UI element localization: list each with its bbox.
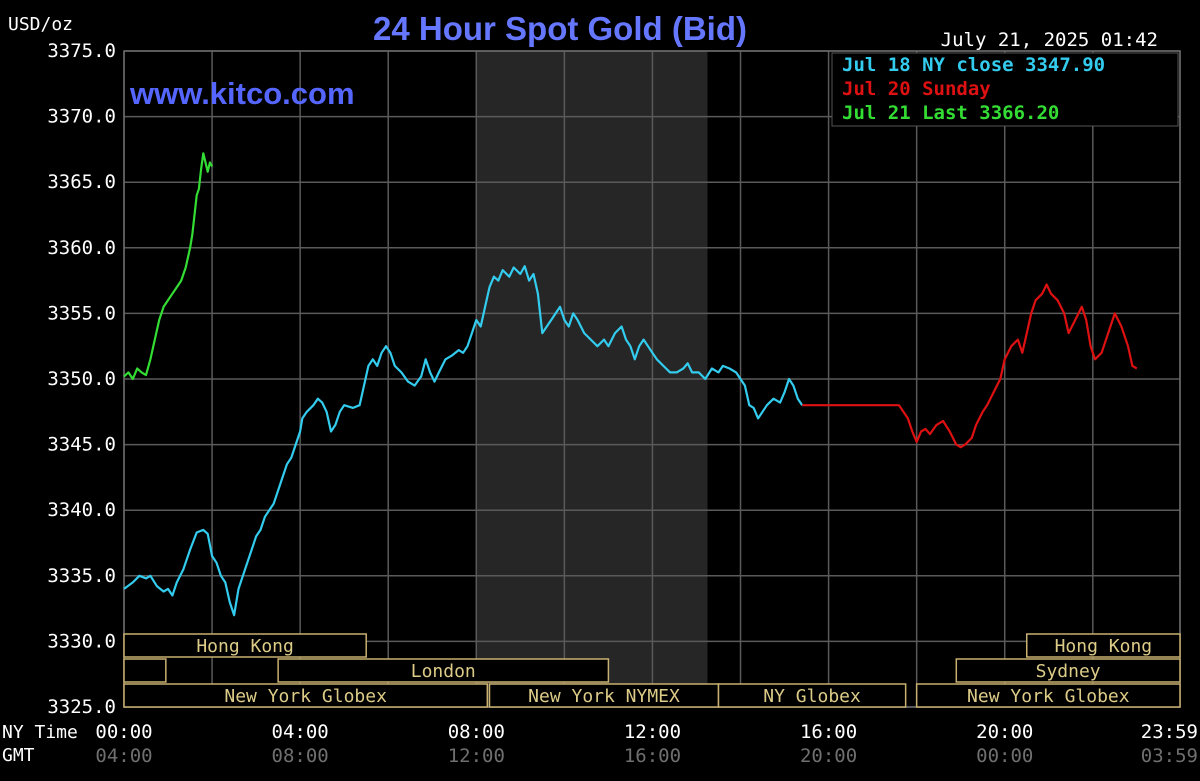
unit-label: USD/oz xyxy=(8,14,73,35)
x-axis-tick-labels: 00:00 04:00 08:00 12:00 16:00 20:00 23:5904:00… xyxy=(95,721,1198,767)
x-tick-label-ny: 04:00 xyxy=(272,721,329,743)
session-label: Sydney xyxy=(1036,661,1101,682)
legend-item-jul18: Jul 18 NY close 3347.90 xyxy=(842,54,1105,76)
x-tick-label-gmt: 08:00 xyxy=(272,745,329,767)
x-tick-label-ny: 12:00 xyxy=(624,721,681,743)
session-label: London xyxy=(411,661,476,682)
session-band xyxy=(915,683,1181,708)
session-label: New York NYMEX xyxy=(528,686,680,707)
legend-box xyxy=(831,52,1179,127)
session-band xyxy=(123,633,367,658)
ny-time-label: NY Time xyxy=(2,722,78,743)
y-tick-label: 3345.0 xyxy=(47,434,116,456)
x-tick-label-ny: 23:59 xyxy=(1141,721,1198,743)
session-label: Hong Kong xyxy=(196,636,294,657)
x-tick-label-gmt: 16:00 xyxy=(624,745,681,767)
series-line-jul18 xyxy=(123,265,804,617)
y-tick-label: 3325.0 xyxy=(47,696,116,718)
timestamp: July 21, 2025 01:42 xyxy=(941,29,1158,51)
y-tick-label: 3330.0 xyxy=(47,630,116,652)
series-line-jul20 xyxy=(802,283,1138,449)
legend-item-jul20: Jul 20 Sunday xyxy=(842,78,991,100)
y-tick-label: 3355.0 xyxy=(47,302,116,324)
legend: Jul 18 NY close 3347.90 Jul 20 Sunday Ju… xyxy=(831,52,1179,127)
session-band xyxy=(1026,633,1181,658)
chart-title: 24 Hour Spot Gold (Bid) xyxy=(373,10,747,47)
watermark-text: www.kitco.com xyxy=(129,76,355,111)
session-label: New York Globex xyxy=(224,686,387,707)
y-tick-label: 3365.0 xyxy=(47,171,116,193)
session-label: NY Globex xyxy=(763,686,861,707)
session-band xyxy=(123,683,489,708)
y-tick-label: 3335.0 xyxy=(47,565,116,587)
y-tick-label: 3370.0 xyxy=(47,106,116,128)
y-tick-label: 3350.0 xyxy=(47,368,116,390)
y-tick-label: 3340.0 xyxy=(47,499,116,521)
x-tick-label-gmt: 04:00 xyxy=(95,745,152,767)
x-tick-label-ny: 08:00 xyxy=(448,721,505,743)
session-label: New York Globex xyxy=(967,686,1130,707)
gmt-label: GMT xyxy=(2,745,35,766)
x-tick-label-ny: 20:00 xyxy=(976,721,1033,743)
x-tick-label-gmt: 00:00 xyxy=(976,745,1033,767)
y-tick-label: 3375.0 xyxy=(47,40,116,62)
session-band xyxy=(955,658,1181,683)
y-axis-tick-labels: 3375.0 3370.0 3365.0 3360.0 3355.0 3350.0 3345… xyxy=(47,40,116,718)
x-tick-label-gmt: 12:00 xyxy=(448,745,505,767)
price-series xyxy=(123,152,1138,617)
session-band xyxy=(277,658,610,683)
session-bands: Hong Kong London New York Globex New York N… xyxy=(123,633,1181,708)
y-tick-label: 3360.0 xyxy=(47,237,116,259)
x-tick-label-gmt: 20:00 xyxy=(800,745,857,767)
x-tick-label-gmt: 03:59 xyxy=(1141,745,1198,767)
x-tick-label-ny: 16:00 xyxy=(800,721,857,743)
x-tick-label-ny: 00:00 xyxy=(95,721,152,743)
legend-item-jul21: Jul 21 Last 3366.20 xyxy=(842,102,1059,124)
series-line-jul21 xyxy=(123,152,214,381)
session-band xyxy=(717,683,907,708)
session-band xyxy=(123,658,167,683)
session-label: Hong Kong xyxy=(1055,636,1153,657)
